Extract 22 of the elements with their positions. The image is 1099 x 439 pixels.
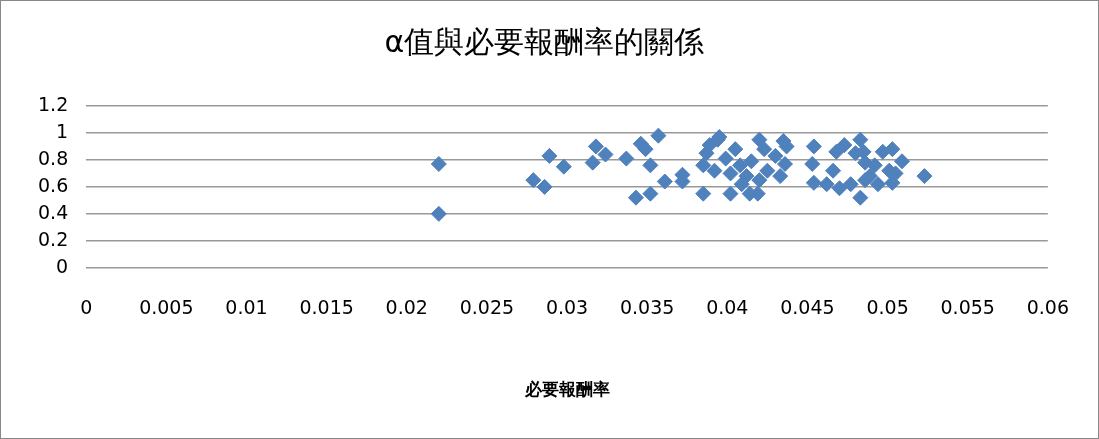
y-tick-label: 1: [56, 119, 69, 142]
x-tick-label: 0.02: [385, 296, 428, 319]
y-tick-label: 0.2: [38, 227, 69, 250]
x-tick-label: 0.005: [139, 296, 194, 319]
y-tick-label: 0.6: [38, 173, 69, 196]
y-tick-label: 0: [56, 254, 69, 277]
chart-title: α值與必要報酬率的關係: [384, 23, 705, 59]
x-tick-label: 0: [80, 296, 93, 319]
x-tick-label: 0.025: [459, 296, 515, 319]
x-tick-label: 0.035: [619, 296, 675, 319]
x-tick-label: 0.03: [545, 296, 589, 319]
y-tick-label: 1.2: [38, 92, 69, 115]
x-tick-label: 0.06: [1026, 296, 1069, 319]
x-tick-label: 0.05: [866, 296, 909, 319]
x-tick-label: 0.04: [706, 296, 749, 319]
y-tick-label: 0.4: [38, 200, 69, 223]
x-axis-title: 必要報酬率: [523, 379, 610, 400]
x-tick-label: 0.01: [225, 296, 268, 319]
x-tick-label: 0.055: [940, 296, 995, 319]
y-tick-label: 0.8: [38, 146, 69, 169]
x-tick-label: 0.045: [780, 296, 835, 319]
x-tick-label: 0.015: [299, 296, 354, 319]
